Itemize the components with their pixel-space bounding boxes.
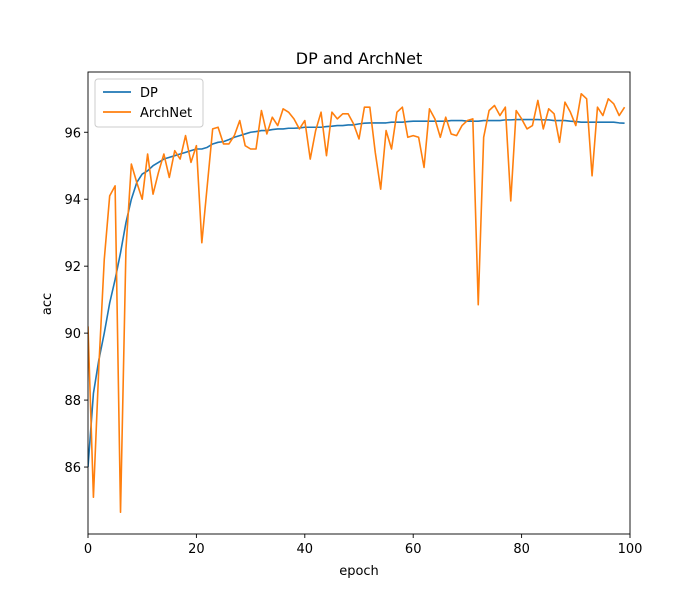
x-tick-label: 60 bbox=[405, 542, 422, 557]
plot-area: 0 20 40 60 80 100 86 88 90 92 94 96 bbox=[64, 71, 643, 557]
x-tick-label: 20 bbox=[188, 542, 205, 557]
series-line-archnet bbox=[88, 92, 626, 514]
y-tick-label: 88 bbox=[64, 394, 81, 409]
y-tick-label: 92 bbox=[64, 260, 81, 275]
x-tick-label: 0 bbox=[84, 542, 92, 557]
plot-frame bbox=[87, 71, 631, 535]
y-tick-label: 96 bbox=[64, 126, 81, 141]
legend-label: ArchNet bbox=[140, 106, 192, 121]
x-axis-label: epoch bbox=[339, 564, 379, 579]
y-tick-label: 86 bbox=[64, 461, 81, 476]
y-axis-label: acc bbox=[40, 293, 55, 315]
legend-label: DP bbox=[140, 86, 158, 101]
legend: DP ArchNet bbox=[94, 78, 204, 128]
x-tick-label: 40 bbox=[297, 542, 314, 557]
legend-box bbox=[94, 78, 204, 128]
chart-title: DP and ArchNet bbox=[296, 49, 422, 68]
y-tick-label: 90 bbox=[64, 327, 81, 342]
x-tick-label: 100 bbox=[618, 542, 643, 557]
x-tick-label: 80 bbox=[513, 542, 530, 557]
y-tick-label: 94 bbox=[64, 193, 81, 208]
